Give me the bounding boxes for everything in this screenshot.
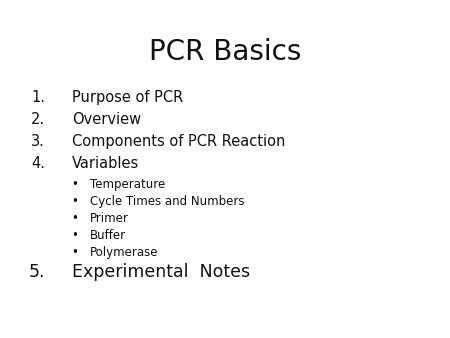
- Text: 5.: 5.: [28, 263, 45, 281]
- Text: Components of PCR Reaction: Components of PCR Reaction: [72, 134, 285, 149]
- Text: 4.: 4.: [31, 156, 45, 171]
- Text: •: •: [72, 195, 78, 208]
- Text: Primer: Primer: [90, 212, 129, 225]
- Text: 3.: 3.: [31, 134, 45, 149]
- Text: •: •: [72, 229, 78, 242]
- Text: PCR Basics: PCR Basics: [149, 38, 301, 66]
- Text: •: •: [72, 178, 78, 191]
- Text: •: •: [72, 212, 78, 225]
- Text: Purpose of PCR: Purpose of PCR: [72, 90, 183, 105]
- Text: 1.: 1.: [31, 90, 45, 105]
- Text: Temperature: Temperature: [90, 178, 165, 191]
- Text: Experimental  Notes: Experimental Notes: [72, 263, 250, 281]
- Text: Buffer: Buffer: [90, 229, 126, 242]
- Text: Cycle Times and Numbers: Cycle Times and Numbers: [90, 195, 244, 208]
- Text: Polymerase: Polymerase: [90, 246, 158, 259]
- Text: Variables: Variables: [72, 156, 139, 171]
- Text: Overview: Overview: [72, 112, 141, 127]
- Text: 2.: 2.: [31, 112, 45, 127]
- Text: •: •: [72, 246, 78, 259]
